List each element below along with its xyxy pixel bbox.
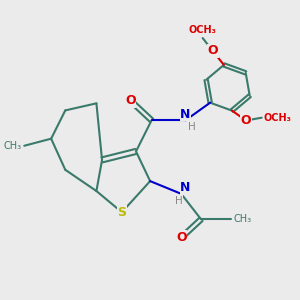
Text: OCH₃: OCH₃ [263,113,291,123]
Text: CH₃: CH₃ [234,214,252,224]
Text: S: S [117,206,126,219]
Text: N: N [180,108,191,121]
Text: H: H [175,196,182,206]
Text: N: N [180,181,191,194]
Text: O: O [176,231,187,244]
Text: O: O [207,44,218,57]
Text: O: O [125,94,136,107]
Text: CH₃: CH₃ [3,141,21,151]
Text: O: O [241,114,251,127]
Text: H: H [188,122,196,131]
Text: OCH₃: OCH₃ [189,25,217,35]
